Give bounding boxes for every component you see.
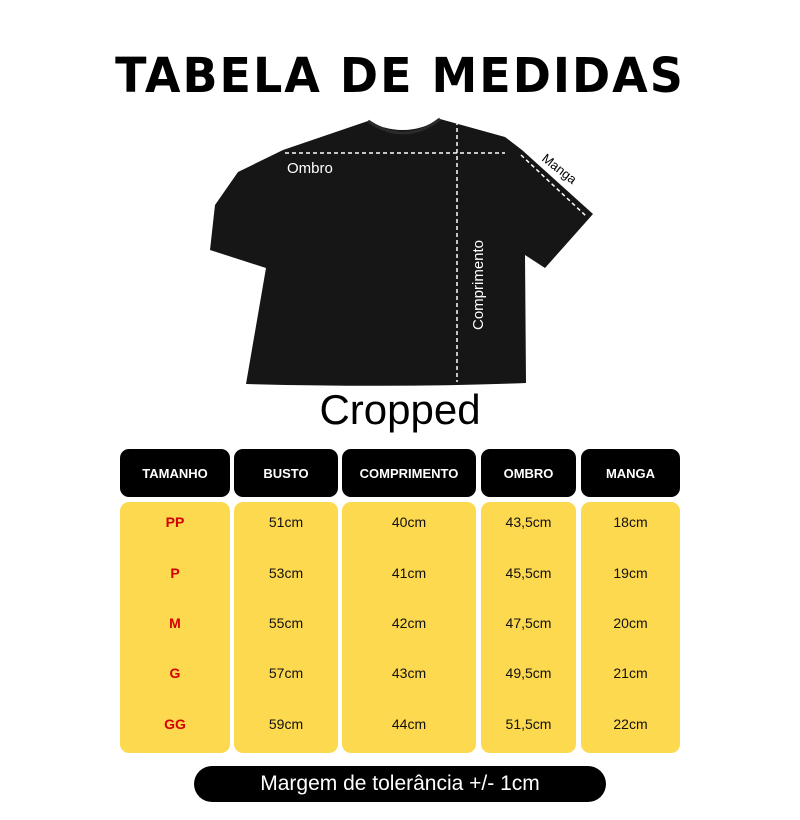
cell-size: G [169,665,181,681]
cell-bust: 55cm [268,615,304,631]
cell-bust: 53cm [268,565,304,581]
cell-size: GG [164,716,186,732]
cell-length: 43cm [391,665,427,681]
tshirt-shape [210,119,593,386]
cell-bust: 59cm [268,716,304,732]
cell-bust: 57cm [268,665,304,681]
sleeve-measure-line [520,154,587,217]
cell-shoulder: 51,5cm [505,716,552,732]
column-size: PP P M G GG [120,502,230,753]
column-sleeve: 18cm 19cm 20cm 21cm 22cm [581,502,680,753]
length-label: Comprimento [470,240,487,330]
tolerance-note: Margem de tolerância +/- 1cm [194,766,606,802]
header-sleeve: MANGA [581,449,680,497]
cell-size: PP [165,514,185,530]
cell-sleeve: 18cm [613,514,648,530]
cell-sleeve: 20cm [613,615,648,631]
cell-length: 40cm [391,514,427,530]
cell-bust: 51cm [268,514,304,530]
cell-sleeve: 19cm [613,565,648,581]
cell-shoulder: 45,5cm [505,565,552,581]
cell-shoulder: 49,5cm [505,665,552,681]
header-length: COMPRIMENTO [342,449,476,497]
cell-length: 41cm [391,565,427,581]
cell-sleeve: 22cm [613,716,648,732]
column-length: 40cm 41cm 42cm 43cm 44cm [342,502,476,753]
cell-sleeve: 21cm [613,665,648,681]
shoulder-label: Ombro [287,160,333,177]
cell-length: 42cm [391,615,427,631]
column-bust: 51cm 53cm 55cm 57cm 59cm [234,502,338,753]
cell-size: P [170,565,180,581]
cell-shoulder: 47,5cm [505,615,552,631]
cell-length: 44cm [391,716,427,732]
header-bust: BUSTO [234,449,338,497]
header-shoulder: OMBRO [481,449,576,497]
cell-size: M [169,615,181,631]
model-name: Cropped [319,386,481,433]
column-shoulder: 43,5cm 45,5cm 47,5cm 49,5cm 51,5cm [481,502,576,753]
page-title: TABELA DE MEDIDAS [115,46,685,104]
cell-shoulder: 43,5cm [505,514,552,530]
header-size: TAMANHO [120,449,230,497]
